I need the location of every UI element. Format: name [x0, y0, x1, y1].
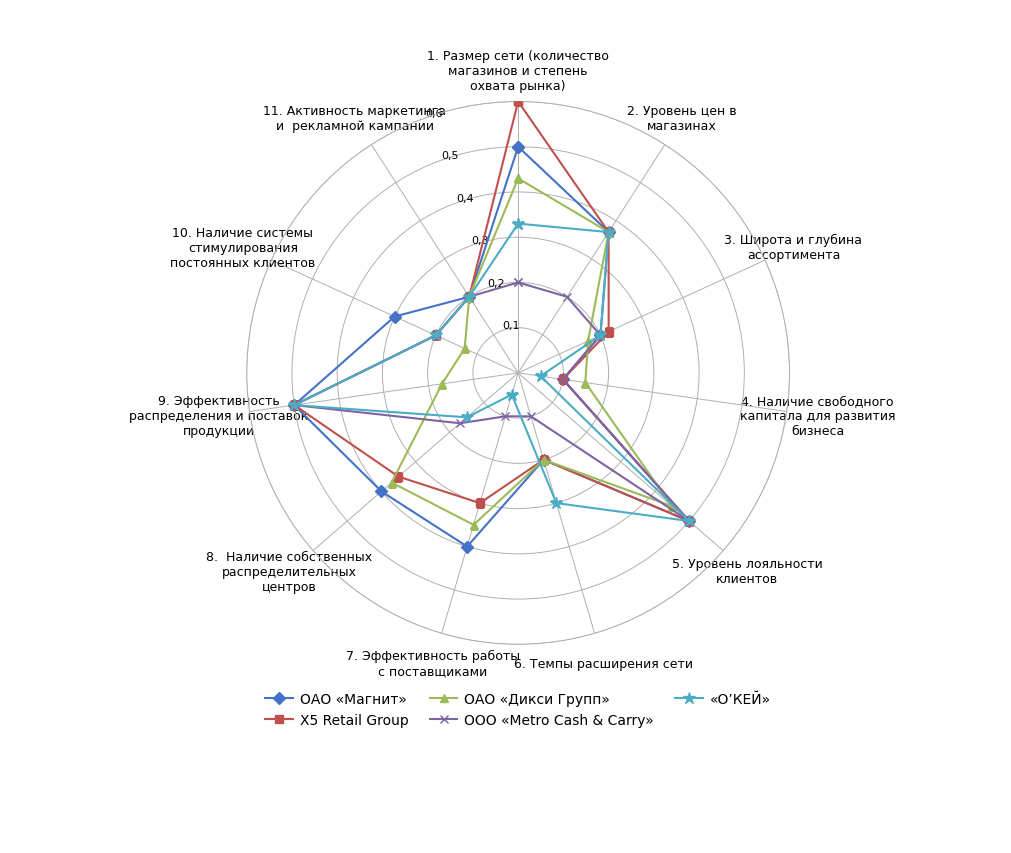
X5 Retail Group [288, 401, 300, 411]
«О’КЕЙ» [550, 498, 562, 508]
«О’КЕЙ» [535, 372, 547, 382]
ООО «Metro Cash & Carry» [525, 412, 537, 422]
ОАО «Магнит» [603, 228, 615, 238]
«О’КЕЙ» [513, 219, 525, 229]
«О’КЕЙ» [594, 331, 607, 341]
ОАО «Магнит» [461, 542, 473, 552]
ОАО «Дикси Групп» [582, 336, 594, 346]
ОАО «Дикси Групп» [463, 293, 475, 303]
ОАО «Магнит» [683, 516, 696, 526]
ОАО «Магнит» [288, 401, 300, 411]
«О’КЕЙ» [683, 516, 696, 526]
«О’КЕЙ» [461, 413, 473, 423]
X5 Retail Group [557, 374, 569, 385]
ООО «Metro Cash & Carry» [454, 419, 466, 429]
X5 Retail Group [474, 498, 486, 508]
Legend: ОАО «Магнит», X5 Retail Group, ОАО «Дикси Групп», ООО «Metro Cash & Carry», «О’К: ОАО «Магнит», X5 Retail Group, ОАО «Дикс… [259, 686, 777, 734]
«О’КЕЙ» [506, 390, 518, 400]
ООО «Metro Cash & Carry» [513, 278, 525, 288]
ОАО «Магнит» [513, 142, 525, 153]
ОАО «Дикси Групп» [513, 174, 525, 184]
ООО «Metro Cash & Carry» [557, 374, 569, 385]
ООО «Metro Cash & Carry» [594, 331, 607, 341]
«О’КЕЙ» [463, 293, 475, 303]
ОАО «Магнит» [388, 312, 400, 322]
X5 Retail Group [538, 455, 550, 465]
ОАО «Магнит» [594, 331, 607, 341]
X5 Retail Group [513, 97, 525, 107]
ОАО «Дикси Групп» [513, 174, 525, 184]
«О’КЕЙ» [430, 331, 442, 341]
ООО «Metro Cash & Carry» [430, 331, 442, 341]
X5 Retail Group [683, 516, 696, 526]
ОАО «Дикси Групп» [603, 228, 615, 238]
ОАО «Дикси Групп» [666, 502, 678, 512]
X5 Retail Group [463, 293, 475, 303]
X5 Retail Group [603, 327, 615, 337]
ОАО «Дикси Групп» [436, 380, 448, 390]
Line: ОАО «Магнит»: ОАО «Магнит» [290, 143, 694, 551]
Line: «О’КЕЙ»: «О’КЕЙ» [288, 218, 696, 528]
«О’КЕЙ» [288, 401, 300, 411]
X5 Retail Group [430, 331, 442, 341]
ООО «Metro Cash & Carry» [499, 412, 512, 422]
ОАО «Магнит» [557, 374, 569, 385]
ООО «Metro Cash & Carry» [561, 293, 573, 303]
ОАО «Дикси Групп» [459, 344, 471, 354]
«О’КЕЙ» [513, 219, 525, 229]
ООО «Metro Cash & Carry» [463, 293, 475, 303]
ОАО «Дикси Групп» [467, 520, 479, 531]
Line: ОАО «Дикси Групп»: ОАО «Дикси Групп» [387, 175, 676, 530]
ОАО «Дикси Групп» [538, 455, 550, 465]
ОАО «Магнит» [463, 293, 475, 303]
ОАО «Магнит» [375, 487, 387, 497]
«О’КЕЙ» [603, 228, 615, 238]
ОАО «Дикси Групп» [385, 478, 397, 488]
ООО «Metro Cash & Carry» [513, 278, 525, 288]
ООО «Metro Cash & Carry» [683, 516, 696, 526]
Line: X5 Retail Group: X5 Retail Group [290, 98, 694, 525]
X5 Retail Group [392, 472, 404, 482]
ООО «Metro Cash & Carry» [288, 401, 300, 411]
X5 Retail Group [513, 97, 525, 107]
ОАО «Магнит» [513, 142, 525, 153]
ОАО «Магнит» [538, 455, 550, 465]
ОАО «Дикси Групп» [579, 378, 591, 388]
X5 Retail Group [603, 228, 615, 238]
Line: ООО «Metro Cash & Carry»: ООО «Metro Cash & Carry» [290, 279, 694, 525]
